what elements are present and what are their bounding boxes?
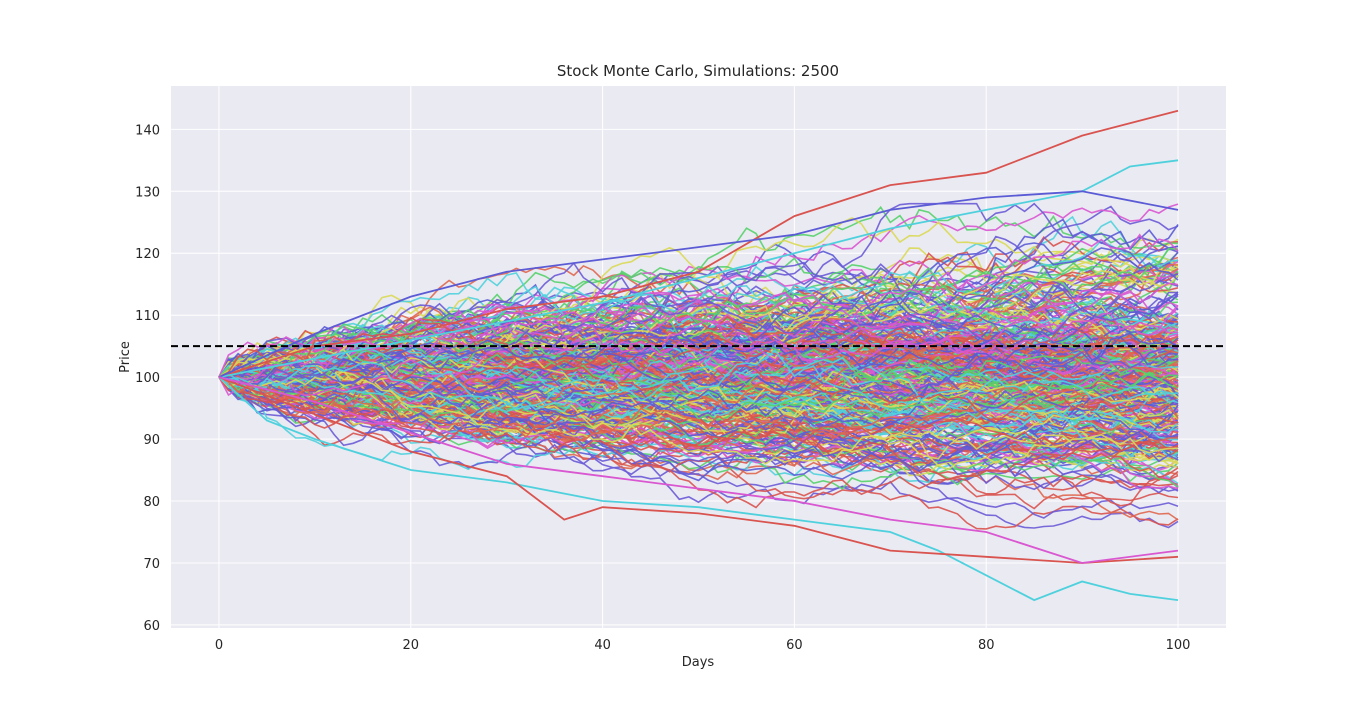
- y-tick-label: 60: [143, 619, 160, 634]
- simulation-path: [218, 356, 1179, 434]
- extreme-simulation-path: [218, 376, 1179, 564]
- y-tick-label: 110: [135, 309, 160, 324]
- simulation-path: [218, 376, 1179, 471]
- simulation-path: [218, 346, 1179, 430]
- x-tick-label: 20: [402, 638, 419, 653]
- extreme-simulation-path: [218, 109, 1179, 378]
- x-tick-labels: 0 20 40 60 80 100: [215, 638, 1191, 653]
- simulation-path: [218, 247, 1179, 401]
- y-tick-label: 80: [143, 495, 160, 510]
- x-tick-label: 0: [215, 638, 223, 653]
- x-axis-label: Days: [682, 655, 715, 670]
- simulation-path: [218, 302, 1179, 380]
- simulation-path: [218, 293, 1179, 385]
- y-tick-label: 130: [135, 185, 160, 200]
- simulation-path: [218, 316, 1179, 424]
- y-tick-label: 120: [135, 247, 160, 262]
- simulation-path: [218, 331, 1179, 386]
- chart-title: Stock Monte Carlo, Simulations: 2500: [557, 62, 839, 80]
- y-tick-label: 100: [135, 371, 160, 386]
- simulation-path: [218, 333, 1179, 407]
- x-tick-label: 80: [978, 638, 995, 653]
- y-tick-label: 70: [143, 557, 160, 572]
- simulation-path: [218, 324, 1179, 405]
- simulation-path: [218, 336, 1179, 416]
- x-tick-label: 60: [786, 638, 803, 653]
- extreme-simulation-path: [218, 376, 1179, 602]
- simulation-path: [218, 371, 1179, 458]
- extreme-simulation-path: [218, 159, 1179, 378]
- x-tick-label: 100: [1166, 638, 1191, 653]
- simulation-path: [218, 348, 1179, 460]
- y-tick-label: 140: [135, 123, 160, 138]
- extreme-simulation-path: [218, 376, 1179, 564]
- y-axis-label: Price: [118, 341, 133, 373]
- simulation-path: [218, 235, 1179, 378]
- simulation-path: [218, 366, 1179, 438]
- y-tick-labels: 60 70 80 90 100 110 120 130 140: [135, 123, 160, 634]
- simulation-path: [218, 376, 1179, 509]
- simulation-path: [218, 373, 1179, 432]
- simulation-path: [218, 312, 1179, 397]
- y-tick-label: 90: [143, 433, 160, 448]
- simulation-path: [218, 349, 1179, 414]
- simulation-path: [218, 352, 1179, 465]
- simulation-path: [218, 376, 1179, 443]
- simulation-path: [218, 331, 1179, 389]
- extreme-simulation-path: [218, 190, 1179, 378]
- simulation-path: [218, 376, 1179, 469]
- x-tick-label: 40: [594, 638, 611, 653]
